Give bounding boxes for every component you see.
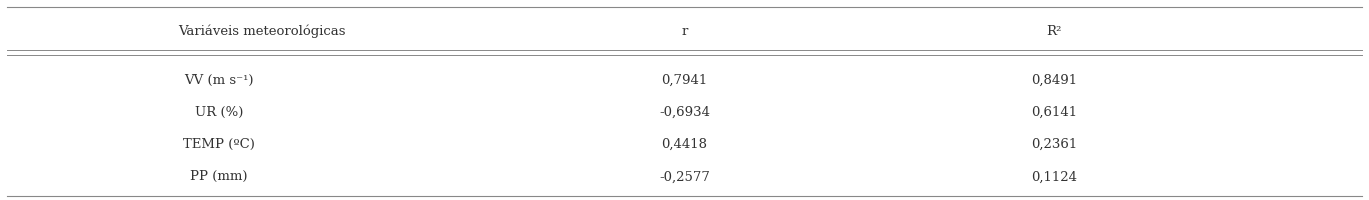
Text: 0,7941: 0,7941: [661, 74, 708, 86]
Text: r: r: [682, 25, 687, 37]
Text: 0,4418: 0,4418: [661, 138, 708, 150]
Text: TEMP (ºC): TEMP (ºC): [183, 138, 255, 150]
Text: Variáveis meteorológicas: Variáveis meteorológicas: [178, 24, 345, 38]
Text: 0,6141: 0,6141: [1031, 106, 1077, 118]
Text: PP (mm): PP (mm): [190, 170, 248, 182]
Text: VV (m s⁻¹): VV (m s⁻¹): [185, 74, 253, 86]
Text: UR (%): UR (%): [194, 106, 244, 118]
Text: -0,2577: -0,2577: [658, 170, 711, 182]
Text: 0,8491: 0,8491: [1031, 74, 1077, 86]
Text: R²: R²: [1046, 25, 1062, 37]
Text: -0,6934: -0,6934: [658, 106, 711, 118]
Text: 0,2361: 0,2361: [1031, 138, 1077, 150]
Text: 0,1124: 0,1124: [1031, 170, 1077, 182]
